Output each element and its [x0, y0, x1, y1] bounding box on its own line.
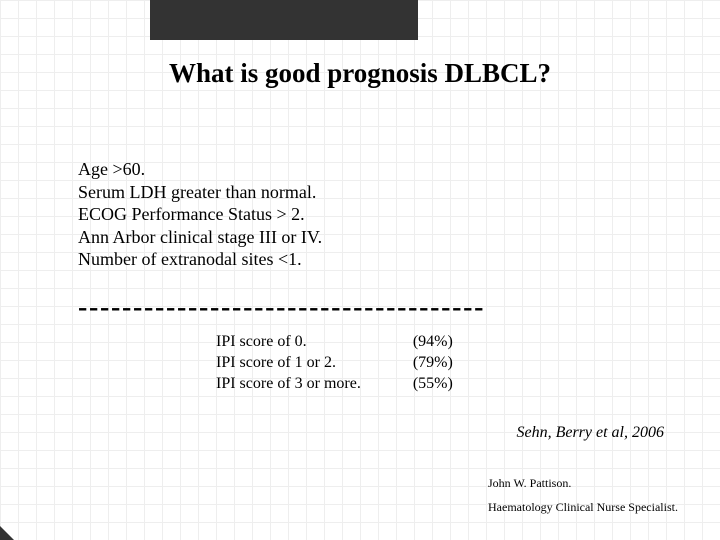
criteria-item: ECOG Performance Status > 2. [78, 203, 322, 226]
table-row: IPI score of 1 or 2. (79%) [216, 353, 453, 374]
citation: Sehn, Berry et al, 2006 [516, 424, 664, 442]
table-row: IPI score of 3 or more. (55%) [216, 374, 453, 395]
ipi-scores: IPI score of 0. (94%) IPI score of 1 or … [216, 332, 453, 394]
table-row: IPI score of 0. (94%) [216, 332, 453, 353]
author-role: Haematology Clinical Nurse Specialist. [488, 500, 678, 515]
author-name: John W. Pattison. [488, 476, 571, 491]
criteria-item: Ann Arbor clinical stage III or IV. [78, 226, 322, 249]
score-label: IPI score of 0. [216, 332, 361, 353]
divider-dashes: ------------------------------------- [78, 292, 485, 324]
scores-table: IPI score of 0. (94%) IPI score of 1 or … [216, 332, 453, 394]
criteria-item: Age >60. [78, 158, 322, 181]
criteria-list: Age >60. Serum LDH greater than normal. … [78, 158, 322, 271]
top-accent-bar [150, 0, 418, 40]
page-title: What is good prognosis DLBCL? [0, 58, 720, 89]
score-percent: (55%) [361, 374, 453, 395]
score-percent: (94%) [361, 332, 453, 353]
corner-accent [0, 526, 14, 540]
criteria-item: Number of extranodal sites <1. [78, 248, 322, 271]
score-label: IPI score of 3 or more. [216, 374, 361, 395]
score-percent: (79%) [361, 353, 453, 374]
score-label: IPI score of 1 or 2. [216, 353, 361, 374]
criteria-item: Serum LDH greater than normal. [78, 181, 322, 204]
